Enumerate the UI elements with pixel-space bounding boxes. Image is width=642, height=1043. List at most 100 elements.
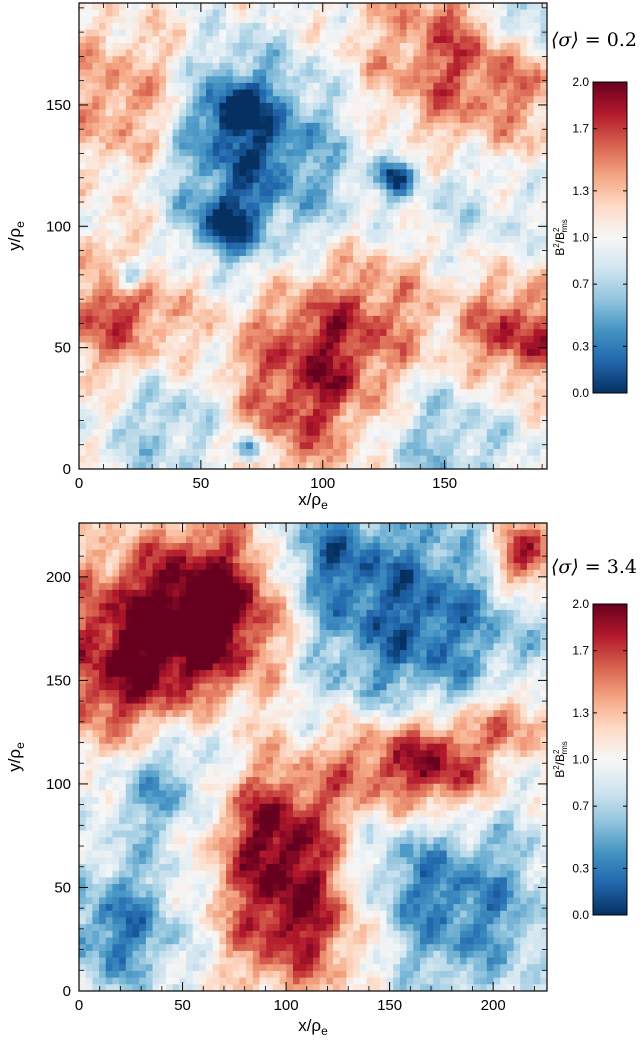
heatmap-cell [239,435,247,443]
heatmap-cell [466,142,475,151]
heatmap-cell [446,415,454,423]
heatmap-cell [366,162,374,171]
heatmap-cell [92,322,100,330]
heatmap-cell [286,369,294,377]
heatmap-cell [152,149,160,157]
heatmap-cell [319,395,327,404]
heatmap-cell [266,362,274,370]
heatmap-cell [119,415,127,423]
heatmap-cell [466,422,475,430]
heatmap-cell [279,242,287,250]
heatmap-cell [473,315,481,324]
heatmap-cell [513,76,521,84]
heatmap-cell [346,96,354,104]
heatmap-cell [379,69,388,77]
heatmap-cell [353,216,361,224]
heatmap-cell [533,149,541,157]
heatmap-cell [440,309,448,317]
heatmap-cell [540,76,547,84]
heatmap-cell [333,449,341,457]
heatmap-cell [172,262,180,270]
heatmap-cell [366,56,374,64]
heatmap-cell [272,282,281,290]
heatmap-cell [513,242,521,250]
heatmap-cell [92,329,100,337]
heatmap-cell [480,216,488,224]
heatmap-cell [272,455,281,463]
heatmap-cell [239,329,247,337]
heatmap-cell [393,42,401,51]
heatmap-cell [286,102,294,111]
heatmap-cell [339,442,348,450]
heatmap-cell [393,282,401,290]
heatmap-cell [212,355,220,364]
heatmap-cell [152,36,160,44]
heatmap-cell [399,169,408,177]
heatmap-cell [446,375,454,384]
heatmap-cell [446,355,454,364]
heatmap-cell [185,335,194,344]
heatmap-cell [513,409,521,417]
heatmap-cell [185,129,194,137]
heatmap-cell [313,149,321,157]
heatmap-cell [165,329,174,337]
heatmap-cell [453,322,461,330]
heatmap-cell [373,16,381,24]
heatmap-cell [339,255,348,264]
heatmap-cell [132,189,140,197]
heatmap-cell [112,162,120,171]
heatmap-cell [500,3,508,11]
heatmap-cell [413,202,421,210]
heatmap-cell [399,236,408,244]
heatmap-cell [139,329,147,337]
heatmap-cell [139,282,147,290]
heatmap-cell [359,9,368,17]
heatmap-cell [306,309,314,317]
heatmap-cell [520,315,528,324]
heatmap-cell [493,69,501,77]
heatmap-cell [419,335,428,344]
heatmap-cell [199,116,207,124]
heatmap-cell [466,249,475,257]
heatmap-cell [526,242,535,250]
heatmap-cell [159,82,167,91]
heatmap-cell [319,149,327,157]
heatmap-cell [232,42,241,51]
heatmap-cell [92,36,100,44]
heatmap-cell [413,209,421,217]
heatmap-cell [466,196,475,204]
heatmap-cell [419,435,428,443]
heatmap-cell [500,169,508,177]
heatmap-cell [139,262,147,270]
heatmap-cell [192,3,200,11]
heatmap-cell [85,335,93,344]
heatmap-cell [399,329,408,337]
heatmap-cell [373,315,381,324]
heatmap-cell [333,455,341,463]
heatmap-cell [386,329,394,337]
heatmap-cell [480,189,488,197]
heatmap-cell [406,22,414,31]
heatmap-cell [540,362,547,370]
heatmap-cell [232,216,241,224]
heatmap-cell [292,182,301,190]
heatmap-cell [520,415,528,423]
heatmap-cell [313,395,321,404]
heatmap-cell [406,89,414,97]
heatmap-cell [506,349,515,357]
heatmap-cell [152,429,160,437]
heatmap-cell [486,375,495,384]
heatmap-cell [453,9,461,17]
heatmap-cell [393,36,401,44]
heatmap-cell [79,62,87,71]
heatmap-cell [326,415,334,423]
heatmap-cell [440,322,448,330]
heatmap-cell [139,96,147,104]
heatmap-cell [526,422,535,430]
heatmap-cell [326,462,334,469]
heatmap-cell [373,282,381,290]
heatmap-cell [346,449,354,457]
heatmap-cell [506,389,515,397]
heatmap-cell [279,382,287,390]
heatmap-cell [326,455,334,463]
